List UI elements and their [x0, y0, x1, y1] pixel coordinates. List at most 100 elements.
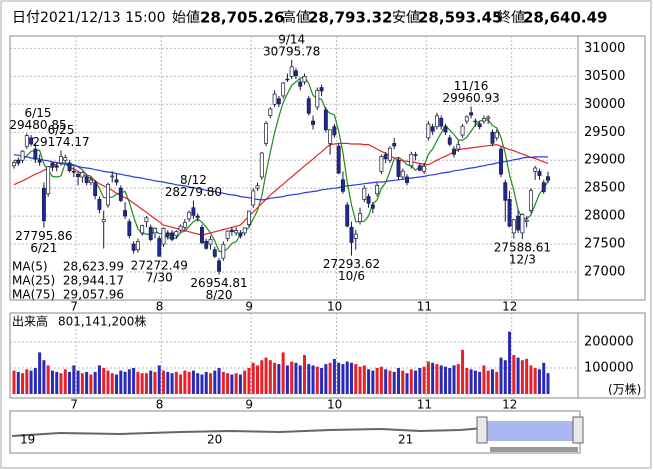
volume-bar — [174, 371, 178, 394]
candle-body — [520, 214, 525, 234]
volume-bar — [358, 366, 362, 394]
ma-line — [13, 154, 549, 201]
candle-body — [225, 230, 230, 239]
volume-bar — [76, 370, 80, 394]
volume-bar — [29, 370, 33, 394]
annotation-value: 29960.93 — [442, 91, 499, 105]
candle-body — [340, 179, 345, 192]
candle-body — [264, 122, 268, 144]
navigator-handle[interactable] — [476, 416, 488, 444]
candle-body — [12, 162, 16, 167]
volume-bar — [209, 373, 213, 394]
annotation-value: 28279.80 — [165, 185, 222, 199]
candle-body — [409, 153, 414, 167]
volume-bar — [405, 373, 409, 394]
candle-body — [110, 175, 115, 178]
volume-bar — [89, 374, 93, 394]
volume-bar — [273, 362, 277, 394]
volume-bar — [16, 371, 20, 394]
candle-body — [315, 90, 320, 108]
header-value: 28,705.26 — [200, 9, 284, 27]
candle-body — [208, 238, 213, 245]
candle-body — [259, 152, 264, 178]
volume-bar — [106, 370, 110, 394]
y-tick-label: 30000 — [584, 97, 625, 112]
candle-body — [170, 232, 175, 240]
x-tick-label: 11 — [417, 300, 432, 314]
candle-body — [524, 219, 529, 223]
volume-bar — [268, 360, 272, 394]
header-label: 終値 — [497, 10, 525, 26]
candle-body — [54, 165, 59, 168]
candle-body — [366, 196, 371, 204]
candle-body — [353, 233, 358, 239]
volume-bar — [256, 365, 260, 394]
volume-bar — [140, 373, 144, 394]
header-value: 28,793.32 — [308, 9, 392, 27]
candle-body — [93, 182, 98, 197]
candle-body — [217, 260, 222, 272]
volume-bar — [170, 373, 174, 394]
candle-body — [289, 66, 294, 77]
volume-unit: (万株) — [608, 382, 641, 397]
volume-bar — [200, 374, 204, 394]
candle-body — [439, 117, 444, 127]
volume-bar — [153, 371, 157, 394]
header-label: 安値 — [392, 10, 420, 26]
candle-body — [127, 221, 132, 236]
volume-bar — [452, 365, 456, 394]
candle-body — [29, 137, 34, 145]
candle-body — [499, 148, 503, 175]
candle-body — [294, 70, 298, 77]
volume-bar — [46, 365, 50, 394]
candle-body — [396, 159, 401, 177]
y-tick-label: 27000 — [584, 265, 625, 280]
candle-body — [182, 222, 187, 228]
candle-body — [298, 81, 303, 87]
navigator-selection[interactable] — [486, 421, 574, 441]
candle-body — [234, 230, 239, 234]
volume-bar — [213, 370, 217, 394]
candle-body — [37, 159, 42, 163]
candle-body — [131, 243, 136, 251]
candle-body — [477, 123, 482, 128]
volume-bar — [525, 358, 529, 394]
volume-bar — [85, 371, 89, 394]
candle-body — [84, 176, 89, 184]
candle-body — [76, 173, 81, 177]
candle-body — [358, 213, 362, 223]
candle-body — [281, 82, 286, 97]
candle-body — [59, 156, 63, 164]
volume-bar — [72, 365, 76, 394]
volume-bar — [191, 370, 195, 394]
candle-body — [229, 229, 234, 232]
candle-body — [20, 150, 25, 161]
volume-bar — [401, 370, 405, 394]
candle-body — [101, 219, 106, 223]
candle-body — [123, 210, 128, 217]
volume-bar — [196, 373, 200, 394]
annotation-date: 6/21 — [30, 241, 57, 255]
volume-bar — [110, 373, 114, 394]
annotation-value: 26954.81 — [190, 276, 247, 290]
volume-bar — [234, 373, 238, 394]
volume-bar — [473, 370, 477, 394]
candle-body — [503, 182, 508, 201]
candle-body — [460, 125, 465, 136]
volume-bar — [362, 365, 366, 394]
volume-bar — [281, 352, 285, 394]
navigator-scrollbar[interactable] — [490, 447, 578, 452]
annotation-value: 27588.61 — [494, 241, 551, 255]
volume-bar — [345, 361, 349, 394]
volume-bar — [226, 373, 230, 394]
candle-body — [195, 215, 200, 218]
candle-body — [306, 98, 311, 114]
header-value: 2021/12/13 15:00 — [40, 10, 166, 26]
candle-body — [507, 199, 512, 227]
volume-bar — [80, 373, 84, 394]
candle-body — [268, 108, 273, 116]
volume-bar — [503, 360, 507, 394]
navigator-handle[interactable] — [572, 416, 584, 444]
candle-body — [528, 190, 533, 211]
price-panel — [9, 35, 646, 301]
